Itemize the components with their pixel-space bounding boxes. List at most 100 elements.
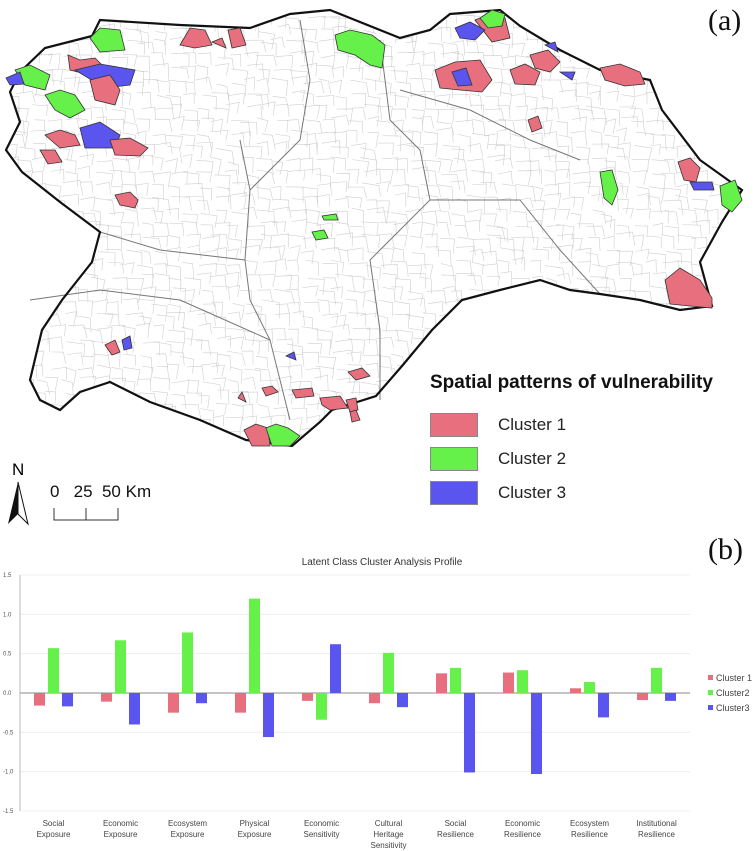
cluster-3-municipality xyxy=(5,71,25,86)
cluster-2-municipality xyxy=(44,89,86,119)
cluster-1-swatch xyxy=(430,413,478,437)
province-boundary xyxy=(99,231,246,261)
cluster-1-municipality xyxy=(261,385,279,397)
cluster-1-municipality xyxy=(237,391,247,403)
cluster-1-municipality xyxy=(291,387,315,399)
bar-cluster3 xyxy=(665,693,676,701)
bar-cluster-1 xyxy=(637,693,648,701)
cluster-1-municipality xyxy=(349,409,361,423)
bar-cluster2 xyxy=(651,667,662,693)
y-tick-label: -1.0 xyxy=(3,770,14,776)
bar-cluster3 xyxy=(263,693,274,738)
cluster-1-municipality xyxy=(527,115,543,133)
cluster-1-municipality xyxy=(345,397,359,413)
legend-label: Cluster 2 xyxy=(498,449,567,468)
bar-cluster2 xyxy=(115,640,126,693)
x-tick-label: Institutional Resilience xyxy=(636,819,677,839)
cluster-3-swatch xyxy=(708,705,713,710)
bar-cluster2 xyxy=(450,667,461,693)
cluster-1-municipality xyxy=(227,27,247,49)
bar-cluster3 xyxy=(196,693,207,704)
x-tick-label: Ecosystem Resilience xyxy=(570,819,609,839)
cluster-3-swatch xyxy=(430,481,478,505)
panel-a-label: (a) xyxy=(708,4,742,37)
province-boundary xyxy=(249,19,311,191)
cluster-3-municipality xyxy=(454,21,486,41)
legend-label: Cluster 1 xyxy=(498,415,567,434)
chart-legend: Cluster 1 Cluster2 Cluster3 xyxy=(708,670,752,715)
scale-bar xyxy=(53,508,119,521)
cluster-1-municipality xyxy=(529,49,561,73)
province-boundary xyxy=(369,39,431,400)
cluster-1-municipality xyxy=(39,149,63,165)
bar-cluster-1 xyxy=(570,688,581,693)
bar-cluster-1 xyxy=(302,693,313,701)
cluster-2-swatch xyxy=(708,690,713,695)
bar-cluster3 xyxy=(598,693,609,718)
cluster-3-municipality xyxy=(558,71,576,81)
province-boundary xyxy=(399,89,581,161)
cluster-3-municipality xyxy=(689,181,715,191)
cluster-1-municipality xyxy=(599,63,646,87)
cluster-1-swatch xyxy=(708,675,713,680)
bar-cluster2 xyxy=(383,652,394,693)
bar-cluster2 xyxy=(48,648,59,693)
x-tick-label: Cultural Heritage Sensitivity xyxy=(370,819,406,850)
x-tick-label: Social Resilience xyxy=(437,819,474,839)
legend-label: Cluster 3 xyxy=(498,483,567,502)
scale-bar-label: 0 25 50 Km xyxy=(50,482,152,501)
vulnerability-map xyxy=(4,8,744,448)
y-tick-label: 0.5 xyxy=(3,652,12,658)
cluster-2-municipality xyxy=(265,423,301,447)
legend-label: Cluster 1 xyxy=(716,672,753,683)
cluster-3-municipality xyxy=(285,351,297,361)
x-tick-label: Physical Exposure xyxy=(238,819,272,839)
chart-legend-cluster-2: Cluster2 xyxy=(708,685,752,700)
province-boundary xyxy=(239,139,291,421)
cluster-2-municipality xyxy=(479,9,506,29)
y-tick-label: 1.0 xyxy=(3,612,12,618)
x-tick-label: Economic Exposure xyxy=(103,819,138,839)
cluster-profile-chart: 1.5 1.0 0.5 0.0 -0.5 -1.0 -1.5 Social Exposure Ec… xyxy=(3,573,690,850)
cluster-1-municipality xyxy=(114,191,139,209)
map-legend: Spatial patterns of vulnerability Cluste… xyxy=(430,372,713,510)
cluster-2-municipality xyxy=(311,229,329,241)
y-tick-label: -0.5 xyxy=(3,730,14,736)
cluster-1-municipality xyxy=(89,74,121,106)
cluster-2-municipality xyxy=(321,213,339,221)
legend-item-cluster-2: Cluster 2 xyxy=(430,442,713,476)
legend-label: Cluster2 xyxy=(716,687,750,698)
bar-cluster-1 xyxy=(101,693,112,702)
bar-cluster3 xyxy=(397,693,408,708)
cluster-2-municipality xyxy=(89,27,126,53)
bar-cluster3 xyxy=(330,644,341,693)
cluster-2-municipality xyxy=(334,29,386,69)
bar-cluster3 xyxy=(129,693,140,725)
province-boundary xyxy=(430,199,601,295)
panel-b-label: (b) xyxy=(708,533,743,566)
cluster-2-municipality xyxy=(599,169,619,206)
chart-legend-cluster-3: Cluster3 xyxy=(708,700,752,715)
y-tick-label: 1.5 xyxy=(3,573,12,579)
bar-cluster2 xyxy=(182,632,193,693)
bar-cluster2 xyxy=(584,681,595,693)
cluster-1-municipality xyxy=(109,137,149,157)
chart-title: Latent Class Cluster Analysis Profile xyxy=(301,557,463,568)
bar-cluster-1 xyxy=(503,672,514,693)
cluster-1-municipality xyxy=(44,129,81,149)
cluster-1-municipality xyxy=(347,367,371,381)
bar-cluster3 xyxy=(531,693,542,775)
bar-cluster-1 xyxy=(34,693,45,706)
bar-cluster2 xyxy=(249,598,260,693)
legend-item-cluster-3: Cluster 3 xyxy=(430,476,713,510)
bar-cluster-1 xyxy=(369,693,380,704)
cluster-2-swatch xyxy=(430,447,478,471)
bar-cluster3 xyxy=(62,693,73,707)
bar-cluster-1 xyxy=(436,673,447,693)
north-label: N xyxy=(12,460,25,479)
y-tick-label: 0.0 xyxy=(3,691,12,697)
y-tick-label: -1.5 xyxy=(3,809,14,815)
bar-cluster3 xyxy=(464,693,475,773)
north-arrow-icon xyxy=(8,481,29,526)
cluster-3-municipality xyxy=(451,67,473,87)
